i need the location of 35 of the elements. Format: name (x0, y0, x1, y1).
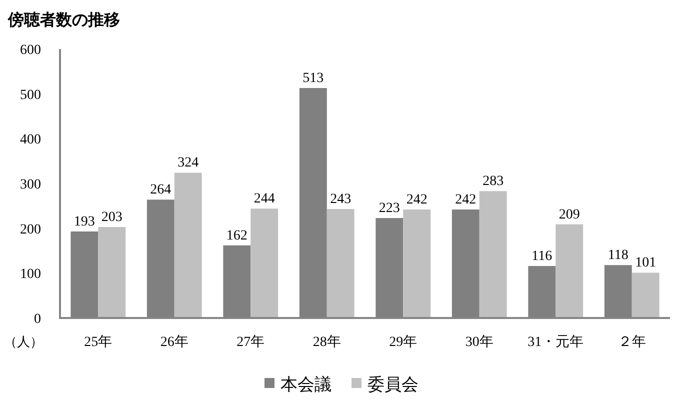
ylabel: （人） (4, 334, 43, 349)
data-label: 203 (101, 210, 122, 225)
xtick: 28年 (312, 335, 341, 350)
data-label: 283 (482, 174, 504, 190)
ytick: 0 (34, 312, 41, 327)
data-label: 209 (558, 207, 580, 222)
xtick: 29年 (389, 335, 418, 350)
ytick: 100 (20, 267, 41, 282)
ytick: 600 (20, 43, 41, 58)
xtick: 30年 (465, 335, 494, 350)
legend-label: 委員会 (368, 375, 418, 394)
data-label: 244 (254, 192, 275, 207)
title: 傍聴者数の推移 (8, 12, 120, 29)
xtick: ２年 (618, 335, 646, 350)
ytick: 500 (20, 88, 41, 103)
ytick: 400 (20, 132, 41, 148)
xtick: 31・元年 (528, 335, 584, 350)
data-label: 242 (406, 192, 428, 208)
ytick: 200 (20, 222, 41, 238)
data-label: 264 (150, 182, 172, 198)
data-label: 243 (330, 192, 352, 208)
data-label: 324 (178, 156, 199, 171)
legend-label: 本会議 (280, 375, 332, 394)
xtick: 27年 (236, 335, 265, 350)
data-label: 242 (455, 192, 476, 208)
data-label: 513 (302, 71, 324, 86)
data-label: 118 (608, 248, 628, 264)
data-label: 193 (74, 214, 95, 230)
xtick: 26年 (160, 335, 188, 350)
ytick: 300 (20, 178, 41, 192)
data-label: 162 (226, 228, 248, 244)
data-label: 101 (635, 256, 656, 271)
xtick: 25年 (84, 335, 112, 350)
data-label: 116 (532, 249, 552, 264)
data-label: 223 (378, 201, 400, 216)
